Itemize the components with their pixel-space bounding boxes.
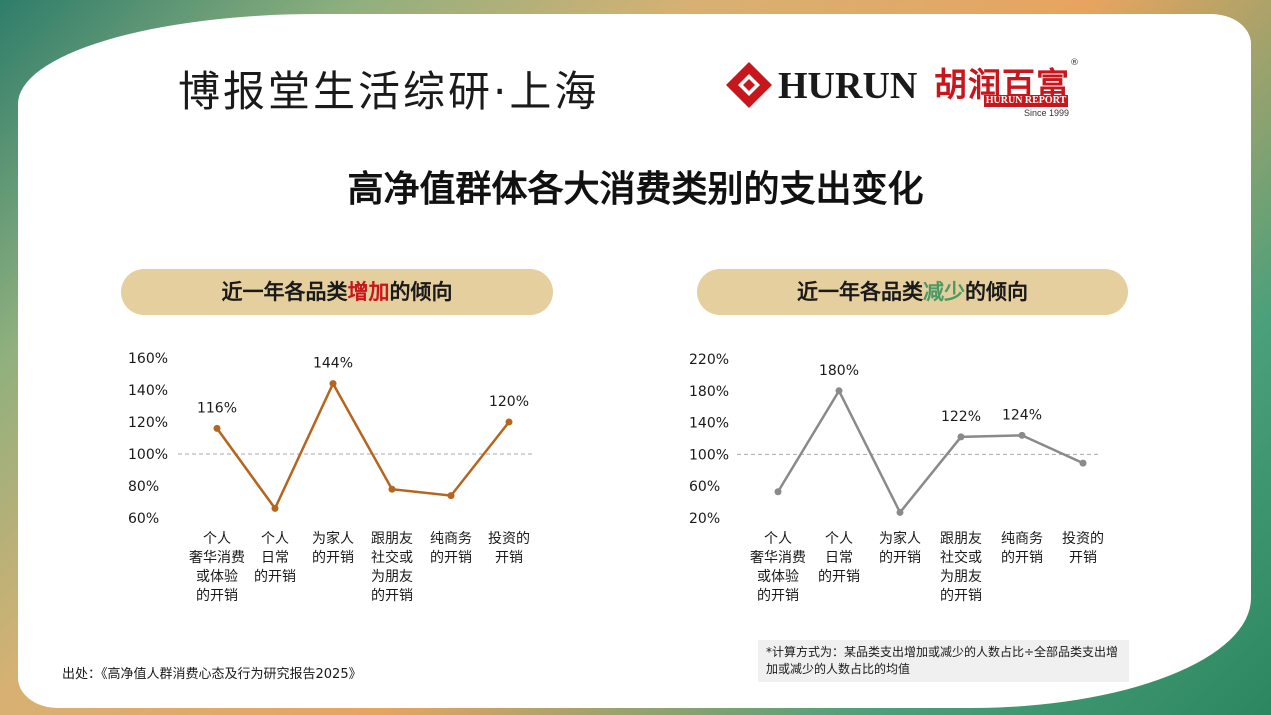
increase-ytick: 140% — [128, 383, 168, 399]
decrease-data-point — [957, 433, 965, 441]
decrease-ytick: 180% — [689, 384, 729, 400]
decrease-data-point — [774, 488, 782, 496]
hurun-report-en: HURUN REPORT — [984, 95, 1068, 107]
decrease-data-label: 122% — [941, 409, 981, 425]
decrease-data-label: 180% — [819, 363, 859, 379]
increase-category-label: 为家人的开销 — [312, 530, 354, 566]
decrease-category-label: 投资的开销 — [1062, 531, 1104, 566]
decrease-category-label: 个人奢华消费或体验的开销 — [750, 531, 806, 604]
decrease-data-point — [835, 387, 843, 395]
decrease-title-highlight: 减少 — [923, 280, 965, 304]
increase-panel-title: 近一年各品类增加的倾向 — [121, 269, 553, 315]
decrease-title-after: 的倾向 — [965, 280, 1028, 304]
increase-category-label: 个人日常的开销 — [254, 531, 296, 585]
increase-ytick: 100% — [128, 447, 168, 463]
increase-data-label: 144% — [313, 356, 353, 372]
increase-category-label: 个人奢华消费或体验的开销 — [189, 531, 245, 604]
decrease-data-point — [1018, 431, 1026, 439]
hurun-since: Since 1999 — [1024, 108, 1070, 118]
calculation-note: *计算方式为：某品类支出增加或减少的人数占比÷全部品类支出增加或减少的人数占比的… — [758, 640, 1129, 682]
decrease-ytick: 220% — [689, 352, 729, 368]
slide-card — [18, 14, 1251, 708]
decrease-data-label: 124% — [1002, 407, 1042, 423]
increase-data-point — [388, 485, 396, 493]
increase-ytick: 160% — [128, 351, 168, 367]
decrease-series-line — [776, 388, 1084, 515]
decrease-category-label: 纯商务的开销 — [1001, 531, 1043, 566]
increase-data-point — [271, 504, 279, 512]
increase-data-label: 116% — [197, 400, 237, 416]
increase-title-after: 的倾向 — [389, 280, 453, 304]
decrease-data-point — [896, 508, 904, 516]
decrease-ytick: 60% — [689, 479, 720, 495]
source-note: 出处：《高净值人群消费心态及行为研究报告2025》 — [62, 667, 362, 682]
increase-title-highlight: 增加 — [347, 280, 390, 304]
increase-series-line — [215, 380, 510, 511]
decrease-title-before: 近一年各品类 — [797, 280, 923, 304]
decrease-data-point — [1079, 459, 1087, 467]
org-title: 博报堂生活综研·上海 — [178, 67, 600, 116]
increase-data-point — [213, 424, 221, 432]
increase-ytick: 120% — [128, 415, 168, 431]
decrease-ytick: 100% — [689, 447, 729, 463]
increase-data-point — [329, 380, 337, 388]
hurun-logo-icon — [726, 62, 772, 108]
page-title: 高净值群体各大消费类别的支出变化 — [347, 169, 924, 210]
increase-category-label: 纯商务的开销 — [430, 531, 472, 566]
decrease-category-label: 为家人的开销 — [879, 530, 921, 566]
increase-data-point — [505, 418, 513, 426]
registered-mark: ® — [1070, 58, 1079, 68]
decrease-category-label: 跟朋友社交或为朋友的开销 — [940, 531, 982, 604]
increase-data-point — [447, 492, 455, 500]
increase-title-before: 近一年各品类 — [221, 280, 348, 304]
decrease-panel-title: 近一年各品类减少的倾向 — [697, 269, 1128, 315]
decrease-ytick: 20% — [689, 511, 720, 527]
decrease-category-label: 个人日常的开销 — [818, 531, 860, 585]
hurun-brand: HURUN — [778, 65, 918, 107]
decrease-ytick: 140% — [689, 416, 729, 432]
increase-category-label: 跟朋友社交或为朋友的开销 — [371, 531, 413, 604]
increase-ytick: 80% — [128, 479, 159, 495]
increase-ytick: 60% — [128, 511, 159, 527]
increase-data-label: 120% — [489, 394, 529, 410]
increase-category-label: 投资的开销 — [488, 531, 530, 566]
